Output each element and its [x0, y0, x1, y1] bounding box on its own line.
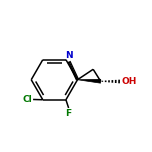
Polygon shape	[78, 79, 101, 83]
Text: F: F	[66, 109, 72, 118]
Text: OH: OH	[122, 77, 137, 86]
Text: Cl: Cl	[22, 95, 32, 104]
Text: N: N	[65, 51, 73, 60]
